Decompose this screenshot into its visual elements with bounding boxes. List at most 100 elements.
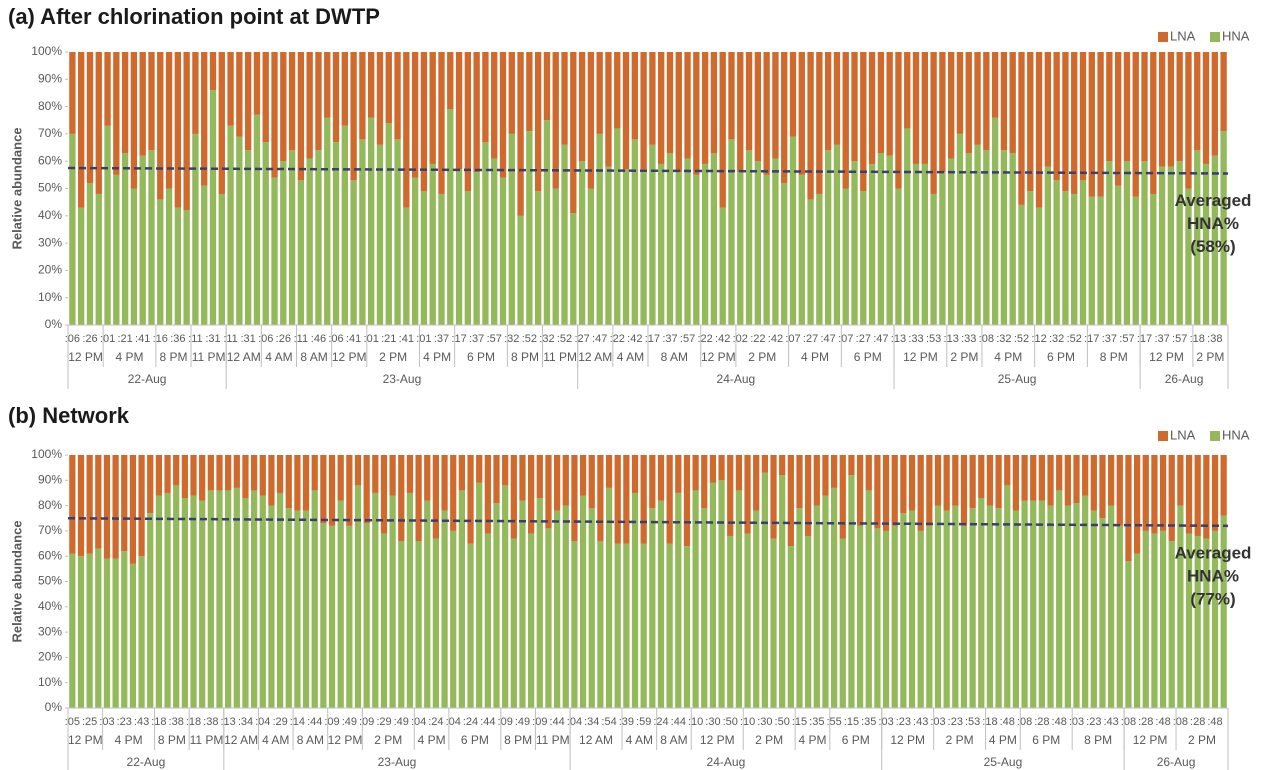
x-minute-label: :22: [610, 333, 625, 345]
y-tick-label: 50%: [38, 181, 62, 195]
bar-segment: [728, 52, 735, 140]
bar-segment: [744, 455, 751, 534]
x-minute-label: :23: [117, 716, 132, 728]
bar-segment: [363, 523, 370, 708]
bar-segment: [842, 188, 849, 325]
x-hour-label: 8 PM: [1100, 350, 1128, 364]
y-tick-label: 100%: [31, 44, 62, 58]
bar-segment: [877, 153, 885, 325]
bar-segment: [956, 133, 964, 325]
bar-segment: [1071, 52, 1078, 194]
bar-segment: [1194, 535, 1201, 708]
y-tick-label: 0%: [45, 700, 63, 714]
x-minute-label: :50: [775, 716, 790, 728]
bar-segment: [288, 150, 296, 325]
x-minute-label: :04: [567, 716, 582, 728]
x-minute-label: :47: [821, 333, 836, 345]
x-minute-label: :14: [290, 716, 305, 728]
bar-segment: [1202, 52, 1210, 164]
bar-segment: [1132, 52, 1139, 197]
bar-segment: [833, 144, 841, 325]
bar-segment: [1062, 52, 1069, 192]
bar-segment: [543, 120, 551, 325]
bar-segment: [1047, 505, 1054, 708]
x-hour-label: 12 PM: [328, 733, 363, 747]
bar-segment: [447, 52, 454, 110]
legend-label: LNA: [1170, 427, 1196, 442]
x-hour-label: 8 PM: [159, 350, 187, 364]
x-minute-label: :30: [705, 716, 720, 728]
bar-segment: [1082, 455, 1089, 496]
bar-segment: [201, 52, 208, 186]
x-minute-label: :26: [82, 333, 97, 345]
x-hour-label: 4 PM: [423, 350, 451, 364]
legend-label: HNA: [1222, 427, 1250, 442]
bar-segment: [1211, 52, 1218, 156]
bar-segment: [320, 455, 327, 524]
bar-segment: [684, 158, 691, 325]
bar-segment: [934, 455, 942, 506]
bar-segment: [948, 158, 955, 325]
bar-segment: [995, 455, 1002, 509]
bar-segment: [297, 52, 305, 181]
bar-segment: [491, 158, 498, 325]
bar-segment: [473, 52, 480, 173]
bar-segment: [666, 52, 674, 154]
bar-segment: [605, 52, 612, 167]
bar-segment: [908, 510, 916, 708]
bar-segment: [986, 505, 994, 708]
bar-segment: [1079, 52, 1087, 181]
bar-segment: [1220, 455, 1227, 516]
bar-segment: [735, 490, 743, 708]
bar-segment: [1106, 52, 1113, 162]
bar-segment: [332, 142, 340, 325]
bar-segment: [268, 505, 275, 708]
bar-segment: [104, 52, 111, 126]
bar-segment: [1151, 455, 1158, 534]
x-minute-label: :07: [838, 333, 853, 345]
bar-segment: [225, 455, 232, 491]
y-tick-label: 10%: [38, 675, 62, 689]
bar-segment: [761, 472, 768, 708]
bar-segment: [1090, 510, 1097, 708]
bar-segment: [745, 52, 753, 151]
bar-segment: [1064, 455, 1071, 506]
x-minute-label: :13: [891, 333, 906, 345]
x-minute-label: :42: [627, 333, 642, 345]
bar-segment: [420, 191, 428, 325]
bar-segment: [895, 52, 902, 189]
x-hour-label: 8 PM: [511, 350, 539, 364]
bar-segment: [770, 455, 777, 539]
x-minute-label: :17: [451, 333, 466, 345]
x-minute-label: :09: [359, 716, 374, 728]
bar-segment: [519, 500, 526, 708]
x-minute-label: :23: [896, 716, 911, 728]
bar-segment: [701, 52, 709, 164]
bar-segment: [1211, 455, 1219, 531]
x-minute-label: :09: [324, 716, 339, 728]
bar-segment: [1142, 455, 1149, 531]
bar-segment: [640, 455, 647, 544]
bar-segment: [623, 455, 630, 544]
x-minute-label: :37: [434, 333, 449, 345]
bar-segment: [631, 492, 639, 708]
x-minute-label: :57: [1119, 333, 1134, 345]
x-minute-label: :11: [294, 333, 308, 345]
x-hour-label: 12 AM: [579, 733, 613, 747]
bar-segment: [900, 513, 907, 708]
bar-segment: [389, 455, 396, 496]
bar-segment: [1009, 153, 1016, 325]
bar-segment: [978, 455, 985, 499]
bar-segment: [701, 508, 708, 708]
bar-segment: [1114, 52, 1122, 186]
bar-segment: [709, 455, 717, 483]
bar-segment: [438, 193, 445, 325]
bar-segment: [359, 52, 366, 140]
bar-segment: [553, 510, 561, 708]
bar-segment: [995, 508, 1002, 708]
bar-segment: [1168, 455, 1175, 542]
bar-segment: [411, 52, 419, 178]
chart-title: (b) Network: [8, 403, 130, 428]
bar-segment: [181, 498, 188, 708]
